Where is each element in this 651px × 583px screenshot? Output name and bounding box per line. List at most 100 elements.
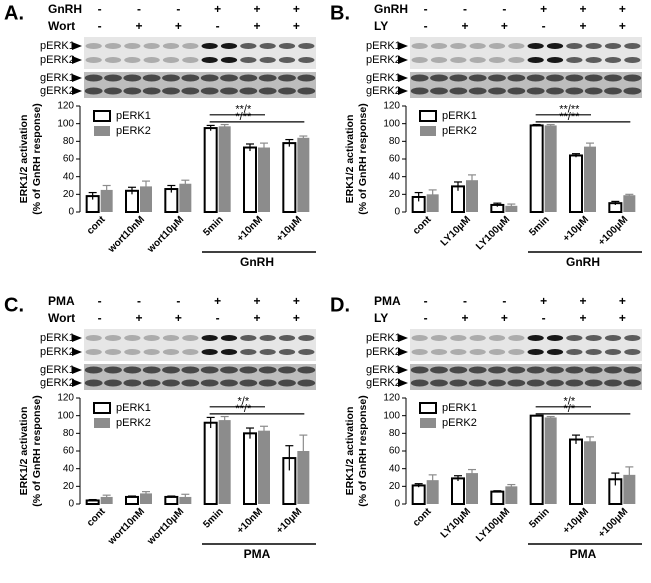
error-bar [128,186,136,195]
legend-swatch [420,418,436,428]
blot-band [297,366,316,374]
treatment-sign: - [463,2,467,16]
significance-label: **/* [235,104,252,116]
error-bar [454,181,462,191]
blot-band [201,57,218,63]
treatment-sign: - [216,311,220,325]
blot-band [162,379,180,387]
blot-band [143,43,160,49]
error-bar [181,179,190,188]
y-tick-label: 0 [394,499,400,510]
y-tick-label: 80 [389,428,401,439]
blot-band [410,366,429,374]
significance-label: */** [235,111,252,123]
panel: B. GnRH - - - + + + LY - + + - + + pERK1 pERK2 gERK1gERK2… [330,2,642,269]
y-tick-label: 100 [57,410,74,421]
blot-band [507,87,526,95]
treatment-sign: + [579,311,586,325]
blot-band [181,366,200,374]
error-bar [181,493,190,500]
bar [140,493,152,504]
error-bar [414,191,423,202]
blot-band [488,87,506,95]
blot-band [624,57,641,63]
error-bar [454,475,462,482]
blot-band [508,43,525,49]
error-bar [611,472,620,486]
legend-label: pERK2 [116,125,151,137]
blot-band [604,379,622,387]
treatment-sign: + [175,311,182,325]
blot-arrow [72,56,82,64]
blot-label: gERK1 [366,72,401,84]
blot-label: pERK1 [366,40,401,52]
blot-band [85,335,102,341]
y-tick-label: 0 [68,499,74,510]
blot-band [410,74,429,82]
blot-band [201,335,218,341]
blot-band [278,87,296,95]
bar [426,480,439,504]
blot-arrow [398,42,408,50]
legend-label: pERK2 [442,125,477,137]
blot-band [488,43,506,49]
error-bar [572,434,580,444]
blot-band [527,57,544,63]
blot-band [162,43,180,49]
blot-band [298,335,315,341]
y-axis-label: ERK1/2 activation(% of GnRH response) [18,103,43,214]
blot-band [124,57,141,63]
treatment-sign: + [501,311,508,325]
blot-band [430,87,448,95]
blot-arrow [398,87,408,95]
x-tick-label: +10nM [235,506,265,536]
y-tick-label: 100 [57,118,74,129]
blot-band [124,335,141,341]
treatment-sign: - [502,2,506,16]
blot-band [278,366,296,374]
blot-band [469,43,486,49]
error-bar [102,184,111,195]
error-bar [586,142,594,151]
blot-band [278,74,296,82]
y-tick-label: 20 [63,481,75,492]
blot-band [240,349,257,355]
blot-arrow [72,42,82,50]
treatment-sign: - [137,2,141,16]
blot-band [181,87,200,95]
blot-band [546,57,564,63]
blot-band [623,87,642,95]
blot-band [162,366,180,374]
blot-arrow [72,348,82,356]
blot-band [411,43,428,49]
group-label: GnRH [240,255,274,269]
x-tick-label: cont [411,214,434,237]
error-bar [532,123,541,127]
treatment-sign: + [293,311,300,325]
blot-band [123,87,142,95]
error-bar [428,189,437,199]
treatment-name: Wort [48,311,75,325]
blot-band [604,87,622,95]
blot-band [410,87,429,95]
blot-band [143,335,160,341]
y-tick-label: 20 [63,189,75,200]
blot-band [488,57,506,63]
x-tick-label: +10μM [274,506,304,536]
blot-band [430,349,448,355]
treatment-sign: + [461,311,468,325]
bar [218,126,231,212]
blot-band [410,379,429,387]
bar [258,430,270,504]
blot-band [411,335,428,341]
blot-band [450,43,467,49]
blot-band [488,74,506,82]
blot-band [546,349,564,355]
significance-label: */* [238,396,250,408]
blot-label: gERK1 [366,364,401,376]
error-bar [260,425,268,436]
blot-band [220,43,238,49]
blot-band [258,74,277,82]
blot-band [468,379,487,387]
legend-label: pERK1 [442,402,477,414]
